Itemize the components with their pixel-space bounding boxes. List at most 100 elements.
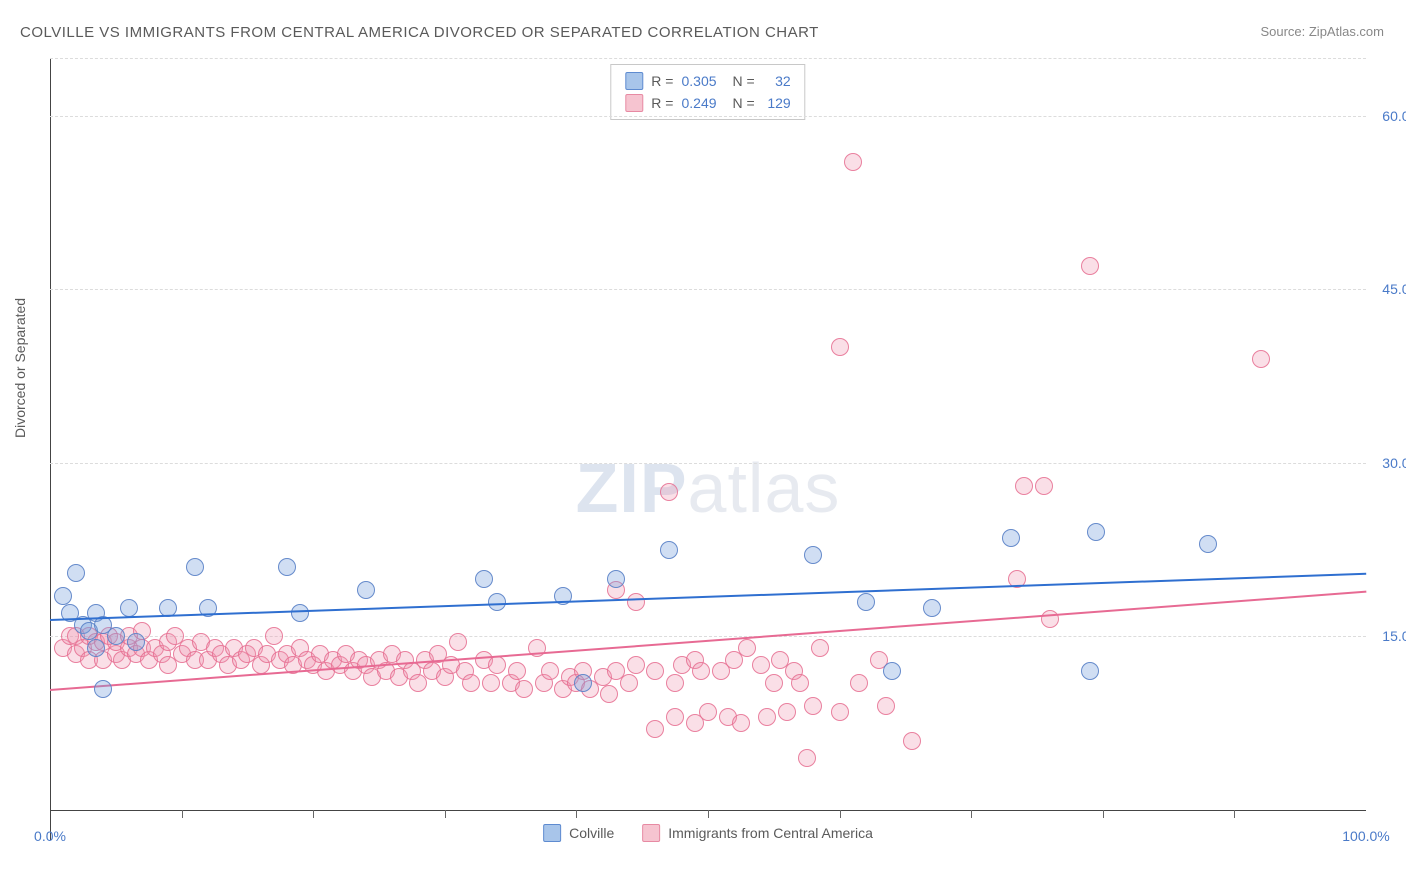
scatter-point — [765, 674, 783, 692]
scatter-point — [752, 656, 770, 674]
scatter-point — [107, 627, 125, 645]
chart-title: COLVILLE VS IMMIGRANTS FROM CENTRAL AMER… — [20, 24, 819, 41]
scatter-point — [923, 599, 941, 617]
plot-area: ZIPatlas R = 0.305 N = 32 R = 0.249 N = … — [50, 58, 1366, 840]
source-attribution: Source: ZipAtlas.com — [1260, 24, 1384, 39]
x-tick-mark — [840, 810, 841, 818]
gridline — [50, 58, 1366, 59]
scatter-point — [692, 662, 710, 680]
scatter-point — [94, 680, 112, 698]
scatter-point — [804, 697, 822, 715]
scatter-point — [67, 564, 85, 582]
stat-n-value-pink: 129 — [763, 92, 791, 114]
scatter-point — [660, 541, 678, 559]
x-tick-mark — [445, 810, 446, 818]
scatter-point — [265, 627, 283, 645]
stat-n-label: N = — [733, 92, 755, 114]
scatter-point — [607, 570, 625, 588]
scatter-point — [844, 153, 862, 171]
scatter-point — [666, 674, 684, 692]
stat-r-value-pink: 0.249 — [681, 92, 716, 114]
x-tick-mark — [1103, 810, 1104, 818]
scatter-point — [811, 639, 829, 657]
scatter-point — [646, 720, 664, 738]
y-tick-label: 15.0% — [1382, 628, 1406, 644]
scatter-point — [666, 708, 684, 726]
scatter-point — [515, 680, 533, 698]
scatter-point — [488, 593, 506, 611]
scatter-point — [798, 749, 816, 767]
scatter-point — [278, 558, 296, 576]
scatter-point — [357, 581, 375, 599]
scatter-point — [1035, 477, 1053, 495]
scatter-point — [54, 587, 72, 605]
scatter-point — [120, 599, 138, 617]
scatter-point — [1015, 477, 1033, 495]
scatter-point — [883, 662, 901, 680]
y-tick-label: 45.0% — [1382, 281, 1406, 297]
x-tick-mark — [182, 810, 183, 818]
scatter-point — [1002, 529, 1020, 547]
source-name: ZipAtlas.com — [1309, 24, 1384, 39]
scatter-point — [541, 662, 559, 680]
scatter-point — [877, 697, 895, 715]
x-tick-mark — [971, 810, 972, 818]
stats-row-blue: R = 0.305 N = 32 — [625, 70, 790, 92]
square-icon — [625, 94, 643, 112]
scatter-point — [831, 338, 849, 356]
scatter-point — [475, 570, 493, 588]
scatter-point — [791, 674, 809, 692]
x-tick-mark — [313, 810, 314, 818]
scatter-point — [857, 593, 875, 611]
scatter-point — [804, 546, 822, 564]
scatter-point — [1081, 662, 1099, 680]
scatter-point — [1199, 535, 1217, 553]
scatter-point — [488, 656, 506, 674]
square-icon — [543, 824, 561, 842]
scatter-point — [620, 674, 638, 692]
watermark-light: atlas — [688, 449, 841, 527]
stat-r-label: R = — [651, 70, 673, 92]
watermark: ZIPatlas — [576, 448, 841, 528]
y-axis-line — [50, 58, 51, 840]
gridline — [50, 116, 1366, 117]
x-tick-mark — [708, 810, 709, 818]
scatter-point — [1252, 350, 1270, 368]
bottom-legend: ColvilleImmigrants from Central America — [543, 824, 873, 842]
stats-row-pink: R = 0.249 N = 129 — [625, 92, 790, 114]
scatter-point — [87, 639, 105, 657]
scatter-point — [758, 708, 776, 726]
stat-n-label: N = — [733, 70, 755, 92]
y-tick-label: 60.0% — [1382, 108, 1406, 124]
scatter-point — [1087, 523, 1105, 541]
scatter-point — [482, 674, 500, 692]
scatter-point — [127, 633, 145, 651]
stat-r-label: R = — [651, 92, 673, 114]
gridline — [50, 289, 1366, 290]
scatter-point — [699, 703, 717, 721]
scatter-point — [660, 483, 678, 501]
square-icon — [625, 72, 643, 90]
scatter-point — [186, 558, 204, 576]
trendline — [50, 573, 1366, 621]
gridline — [50, 636, 1366, 637]
y-axis-label: Divorced or Separated — [12, 298, 28, 438]
source-prefix: Source: — [1260, 24, 1308, 39]
scatter-point — [646, 662, 664, 680]
y-tick-label: 30.0% — [1382, 455, 1406, 471]
x-tick-mark — [576, 810, 577, 818]
legend-label: Colville — [569, 825, 614, 841]
square-icon — [642, 824, 660, 842]
scatter-point — [508, 662, 526, 680]
scatter-point — [778, 703, 796, 721]
scatter-point — [831, 703, 849, 721]
scatter-point — [462, 674, 480, 692]
stats-legend-box: R = 0.305 N = 32 R = 0.249 N = 129 — [610, 64, 805, 120]
scatter-point — [738, 639, 756, 657]
scatter-point — [574, 674, 592, 692]
scatter-point — [449, 633, 467, 651]
x-min-label: 0.0% — [34, 828, 66, 844]
scatter-point — [600, 685, 618, 703]
scatter-point — [291, 604, 309, 622]
scatter-point — [627, 593, 645, 611]
